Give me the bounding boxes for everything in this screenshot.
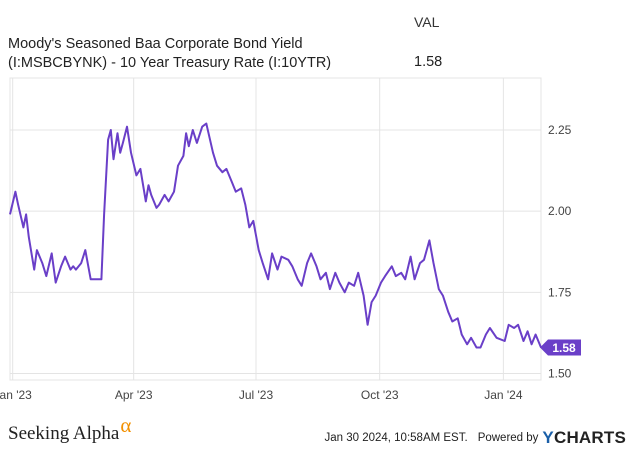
last-value-label: 1.58 <box>552 341 576 355</box>
x-tick-label: Oct '23 <box>361 388 399 402</box>
y-tick-label: 2.25 <box>548 123 572 137</box>
seeking-alpha-logo: Seeking Alphaα <box>8 413 132 444</box>
x-tick-label: Jan '23 <box>0 388 32 402</box>
alpha-mark: α <box>120 413 132 437</box>
series-line <box>9 122 542 349</box>
chart-area: 1.50 1.75 2.00 2.25 Jan '23 Apr '23 Jul '23 Oct… <box>0 76 635 416</box>
ycharts-logo: YCHARTS <box>542 428 626 447</box>
series-label: Moody's Seasoned Baa Corporate Bond Yiel… <box>8 36 332 71</box>
powered-by-label: Powered by <box>477 432 539 444</box>
value-column-header: VAL <box>414 14 440 30</box>
x-tick-label: Jul '23 <box>239 388 274 402</box>
x-tick-label: Jan '24 <box>484 388 523 402</box>
y-tick-label: 1.50 <box>548 367 572 381</box>
last-value-badge <box>540 339 581 356</box>
y-tick-label: 1.75 <box>548 285 572 299</box>
y-tick-label: 2.00 <box>548 204 572 218</box>
series-current-value: 1.58 <box>414 54 443 70</box>
timestamp: Jan 30 2024, 10:58AM EST. <box>324 432 468 444</box>
plot-frame <box>9 77 542 381</box>
line-chart: 1.50 1.75 2.00 2.25 Jan '23 Apr '23 Jul '23 Oct… <box>0 77 581 402</box>
x-tick-label: Apr '23 <box>115 388 153 402</box>
footer-meta: Jan 30 2024, 10:58AM EST. Powered by YCH… <box>324 428 626 448</box>
